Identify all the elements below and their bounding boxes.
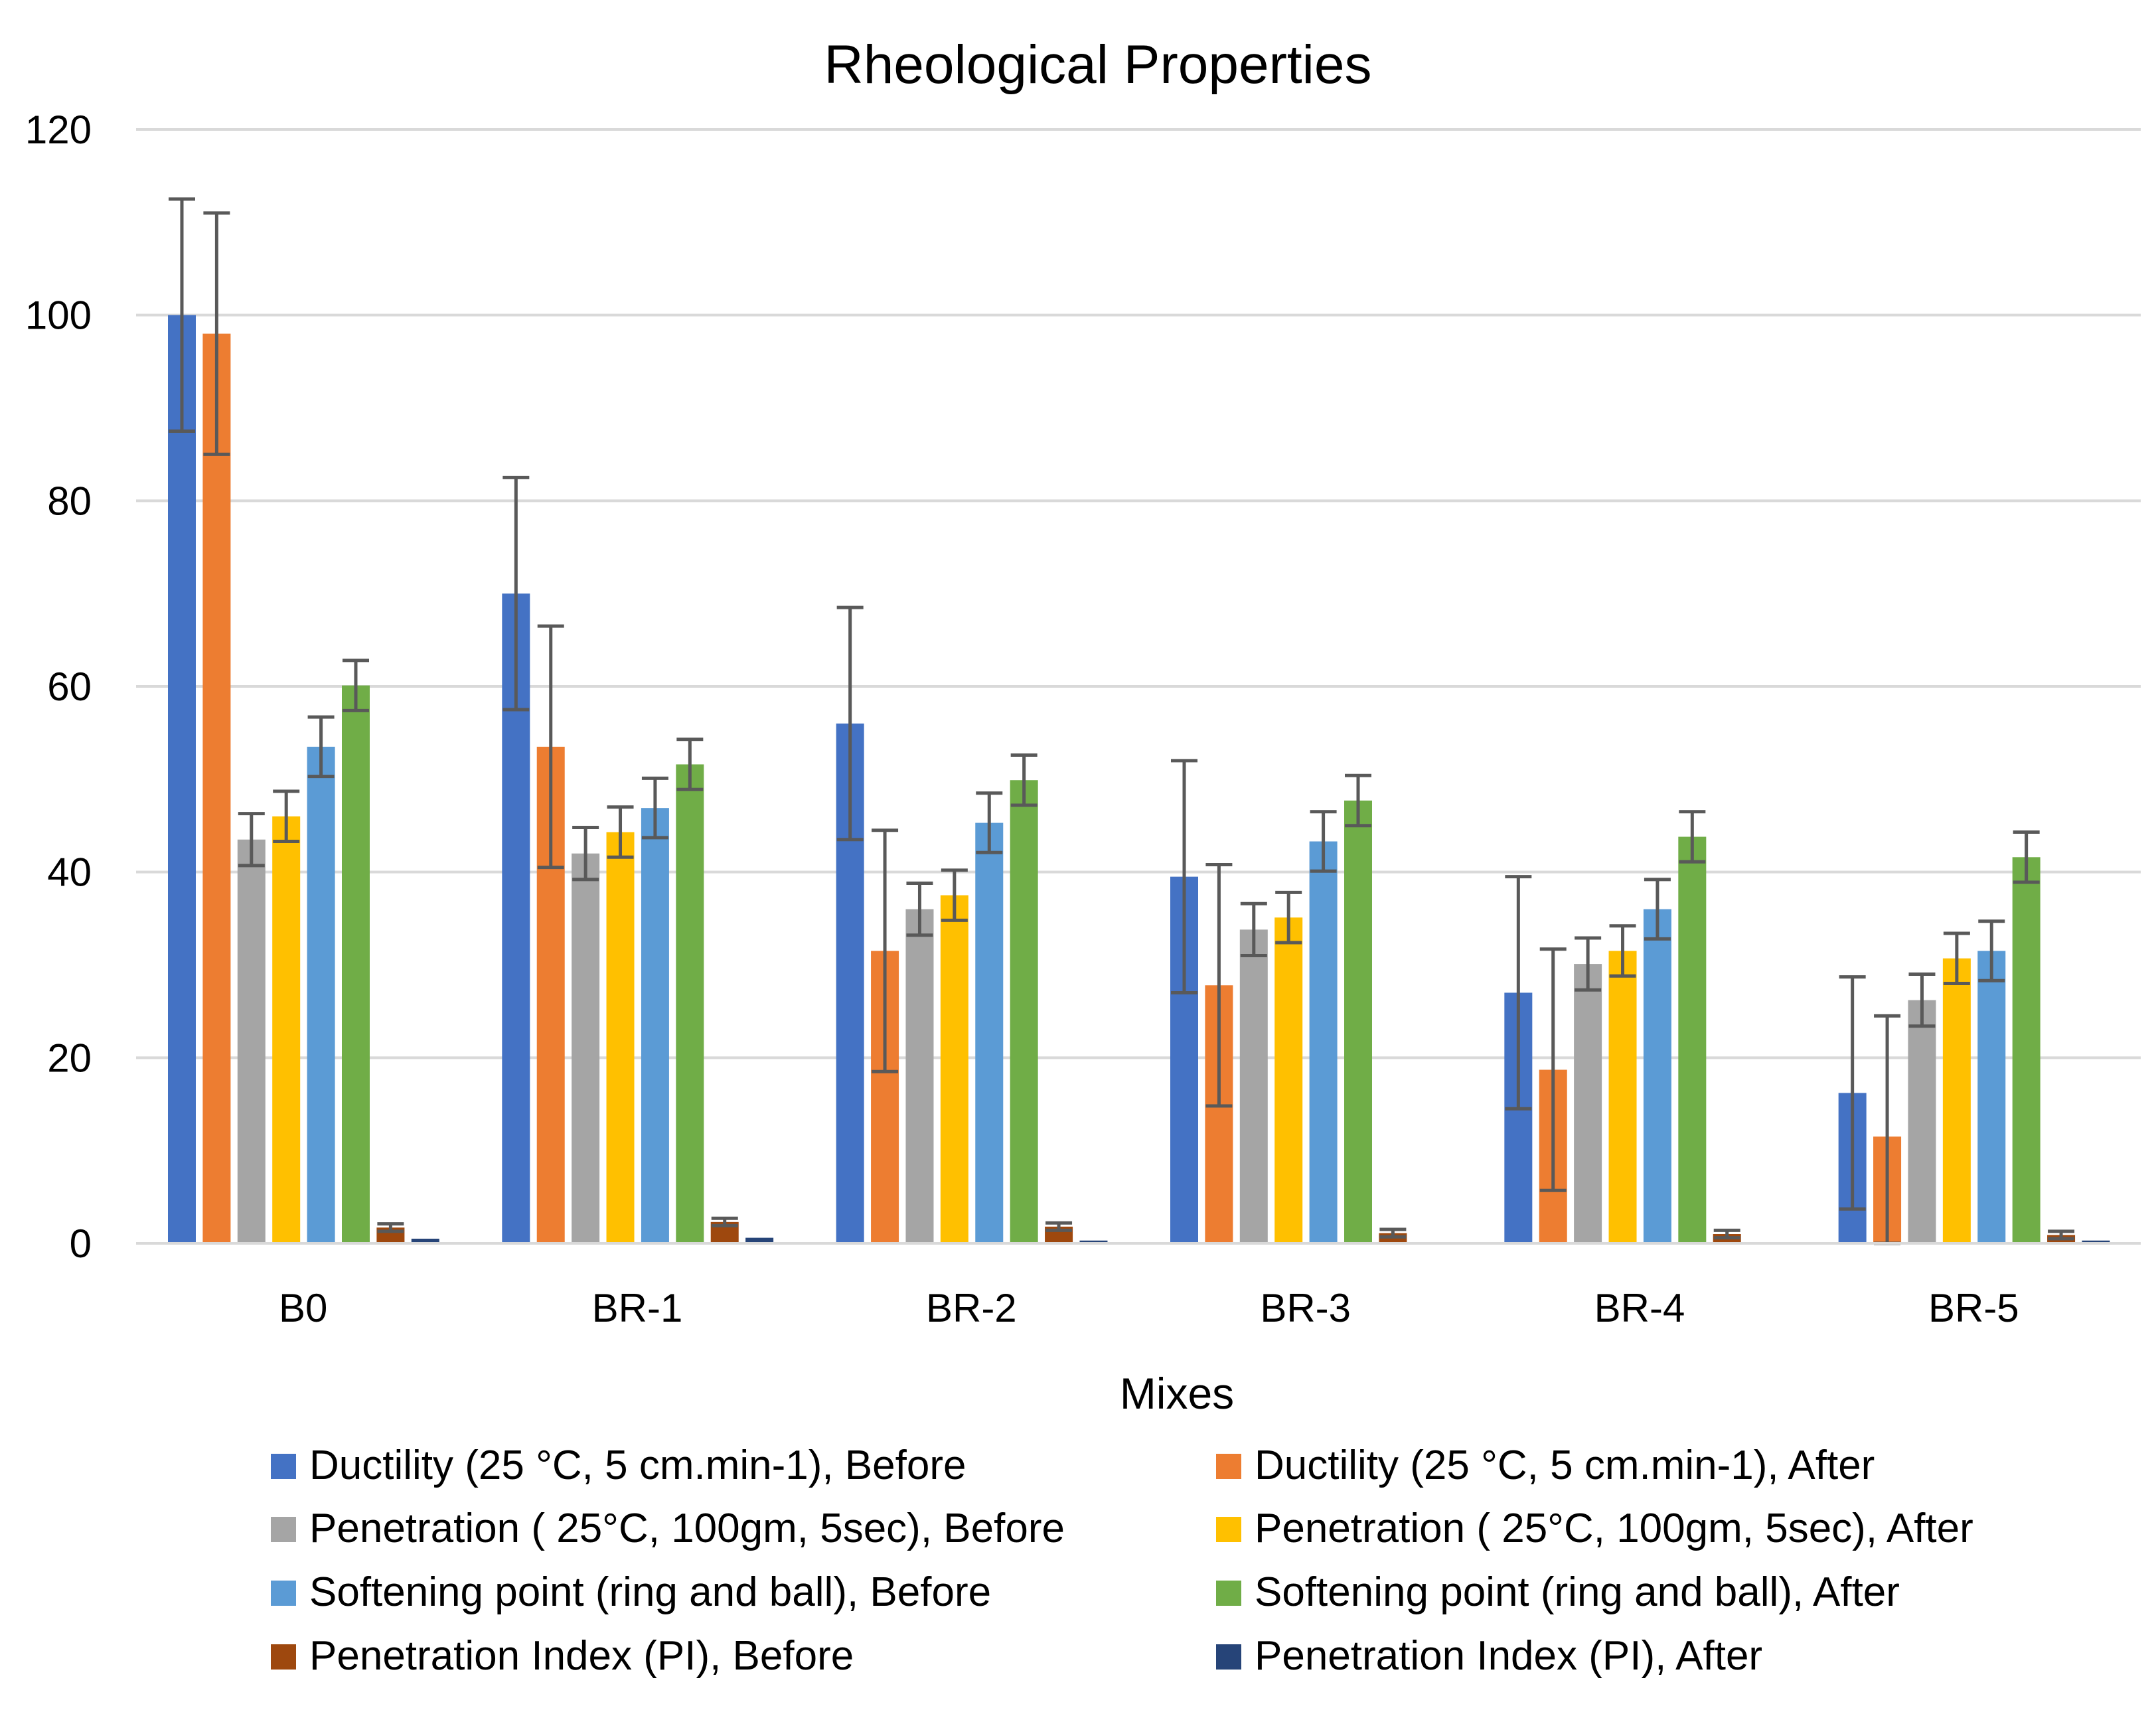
bar bbox=[905, 909, 934, 1243]
bar bbox=[940, 895, 968, 1243]
bar bbox=[641, 808, 669, 1243]
error-bars bbox=[169, 197, 2075, 1245]
bar bbox=[168, 315, 196, 1244]
y-tick-label: 100 bbox=[25, 293, 92, 338]
x-axis-ticks: B0 BR-1 BR-2 BR-3 BR-4 BR-5 bbox=[279, 1286, 2019, 1330]
bar bbox=[1239, 929, 1268, 1243]
legend-label: Softening point (ring and ball), After bbox=[1255, 1569, 1900, 1615]
legend-label: Softening point (ring and ball), Before bbox=[309, 1569, 991, 1615]
x-tick-label: BR-3 bbox=[1260, 1286, 1351, 1330]
bar bbox=[411, 1239, 439, 1243]
bar bbox=[2082, 1240, 2110, 1243]
bar bbox=[1643, 909, 1671, 1243]
legend-swatch bbox=[271, 1581, 296, 1606]
bar bbox=[1079, 1240, 1108, 1243]
bar bbox=[1942, 958, 1971, 1243]
legend-label: Penetration Index (PI), After bbox=[1255, 1633, 1762, 1679]
x-tick-label: BR-4 bbox=[1594, 1286, 1685, 1330]
bar bbox=[572, 853, 600, 1243]
y-tick-label: 120 bbox=[25, 108, 92, 152]
x-axis-label: Mixes bbox=[1120, 1369, 1234, 1418]
bar bbox=[1678, 836, 1707, 1243]
legend-swatch bbox=[1216, 1644, 1241, 1670]
bars bbox=[168, 315, 2110, 1244]
x-tick-label: BR-2 bbox=[926, 1286, 1017, 1330]
bar bbox=[1574, 964, 1602, 1243]
legend-label: Penetration Index (PI), Before bbox=[309, 1633, 854, 1679]
bar bbox=[1274, 917, 1303, 1243]
legend-swatch bbox=[1216, 1517, 1241, 1542]
bar bbox=[745, 1237, 774, 1243]
legend-label: Ductility (25 °C, 5 cm.min-1), Before bbox=[309, 1442, 966, 1488]
y-tick-label: 0 bbox=[70, 1221, 92, 1266]
legend-swatch bbox=[1216, 1454, 1241, 1479]
x-tick-label: B0 bbox=[279, 1286, 327, 1330]
bar bbox=[975, 822, 1004, 1243]
bar bbox=[272, 816, 301, 1243]
bar bbox=[2012, 857, 2041, 1243]
bar bbox=[676, 764, 704, 1243]
bar bbox=[1309, 841, 1338, 1243]
y-tick-label: 80 bbox=[47, 479, 92, 523]
x-tick-label: BR-1 bbox=[592, 1286, 683, 1330]
legend-swatch bbox=[271, 1517, 296, 1542]
bar bbox=[606, 832, 635, 1243]
legend-swatch bbox=[1216, 1581, 1241, 1606]
chart-title: Rheological Properties bbox=[824, 35, 1371, 95]
y-tick-label: 60 bbox=[47, 664, 92, 709]
bar bbox=[237, 839, 266, 1243]
y-tick-label: 20 bbox=[47, 1036, 92, 1080]
legend-label: Penetration ( 25°C, 100gm, 5sec), After bbox=[1255, 1506, 1973, 1551]
legend-label: Ductility (25 °C, 5 cm.min-1), After bbox=[1255, 1442, 1875, 1488]
bar bbox=[1908, 1000, 1936, 1243]
bar bbox=[202, 333, 231, 1244]
bar bbox=[1608, 951, 1637, 1243]
legend-label: Penetration ( 25°C, 100gm, 5sec), Before bbox=[309, 1506, 1065, 1551]
bar bbox=[1977, 951, 2006, 1243]
legend-swatch bbox=[271, 1644, 296, 1670]
bar bbox=[1010, 780, 1038, 1243]
legend-swatch bbox=[271, 1454, 296, 1479]
bar bbox=[307, 746, 335, 1243]
y-tick-label: 40 bbox=[47, 850, 92, 895]
gridlines bbox=[136, 128, 2141, 1059]
x-tick-label: BR-5 bbox=[1928, 1286, 2019, 1330]
legend: Ductility (25 °C, 5 cm.min-1), Before Duc… bbox=[271, 1442, 1973, 1679]
y-axis-ticks: 0 20 40 60 80 100 120 bbox=[25, 108, 92, 1266]
bar bbox=[342, 685, 370, 1243]
bar bbox=[1344, 800, 1372, 1243]
